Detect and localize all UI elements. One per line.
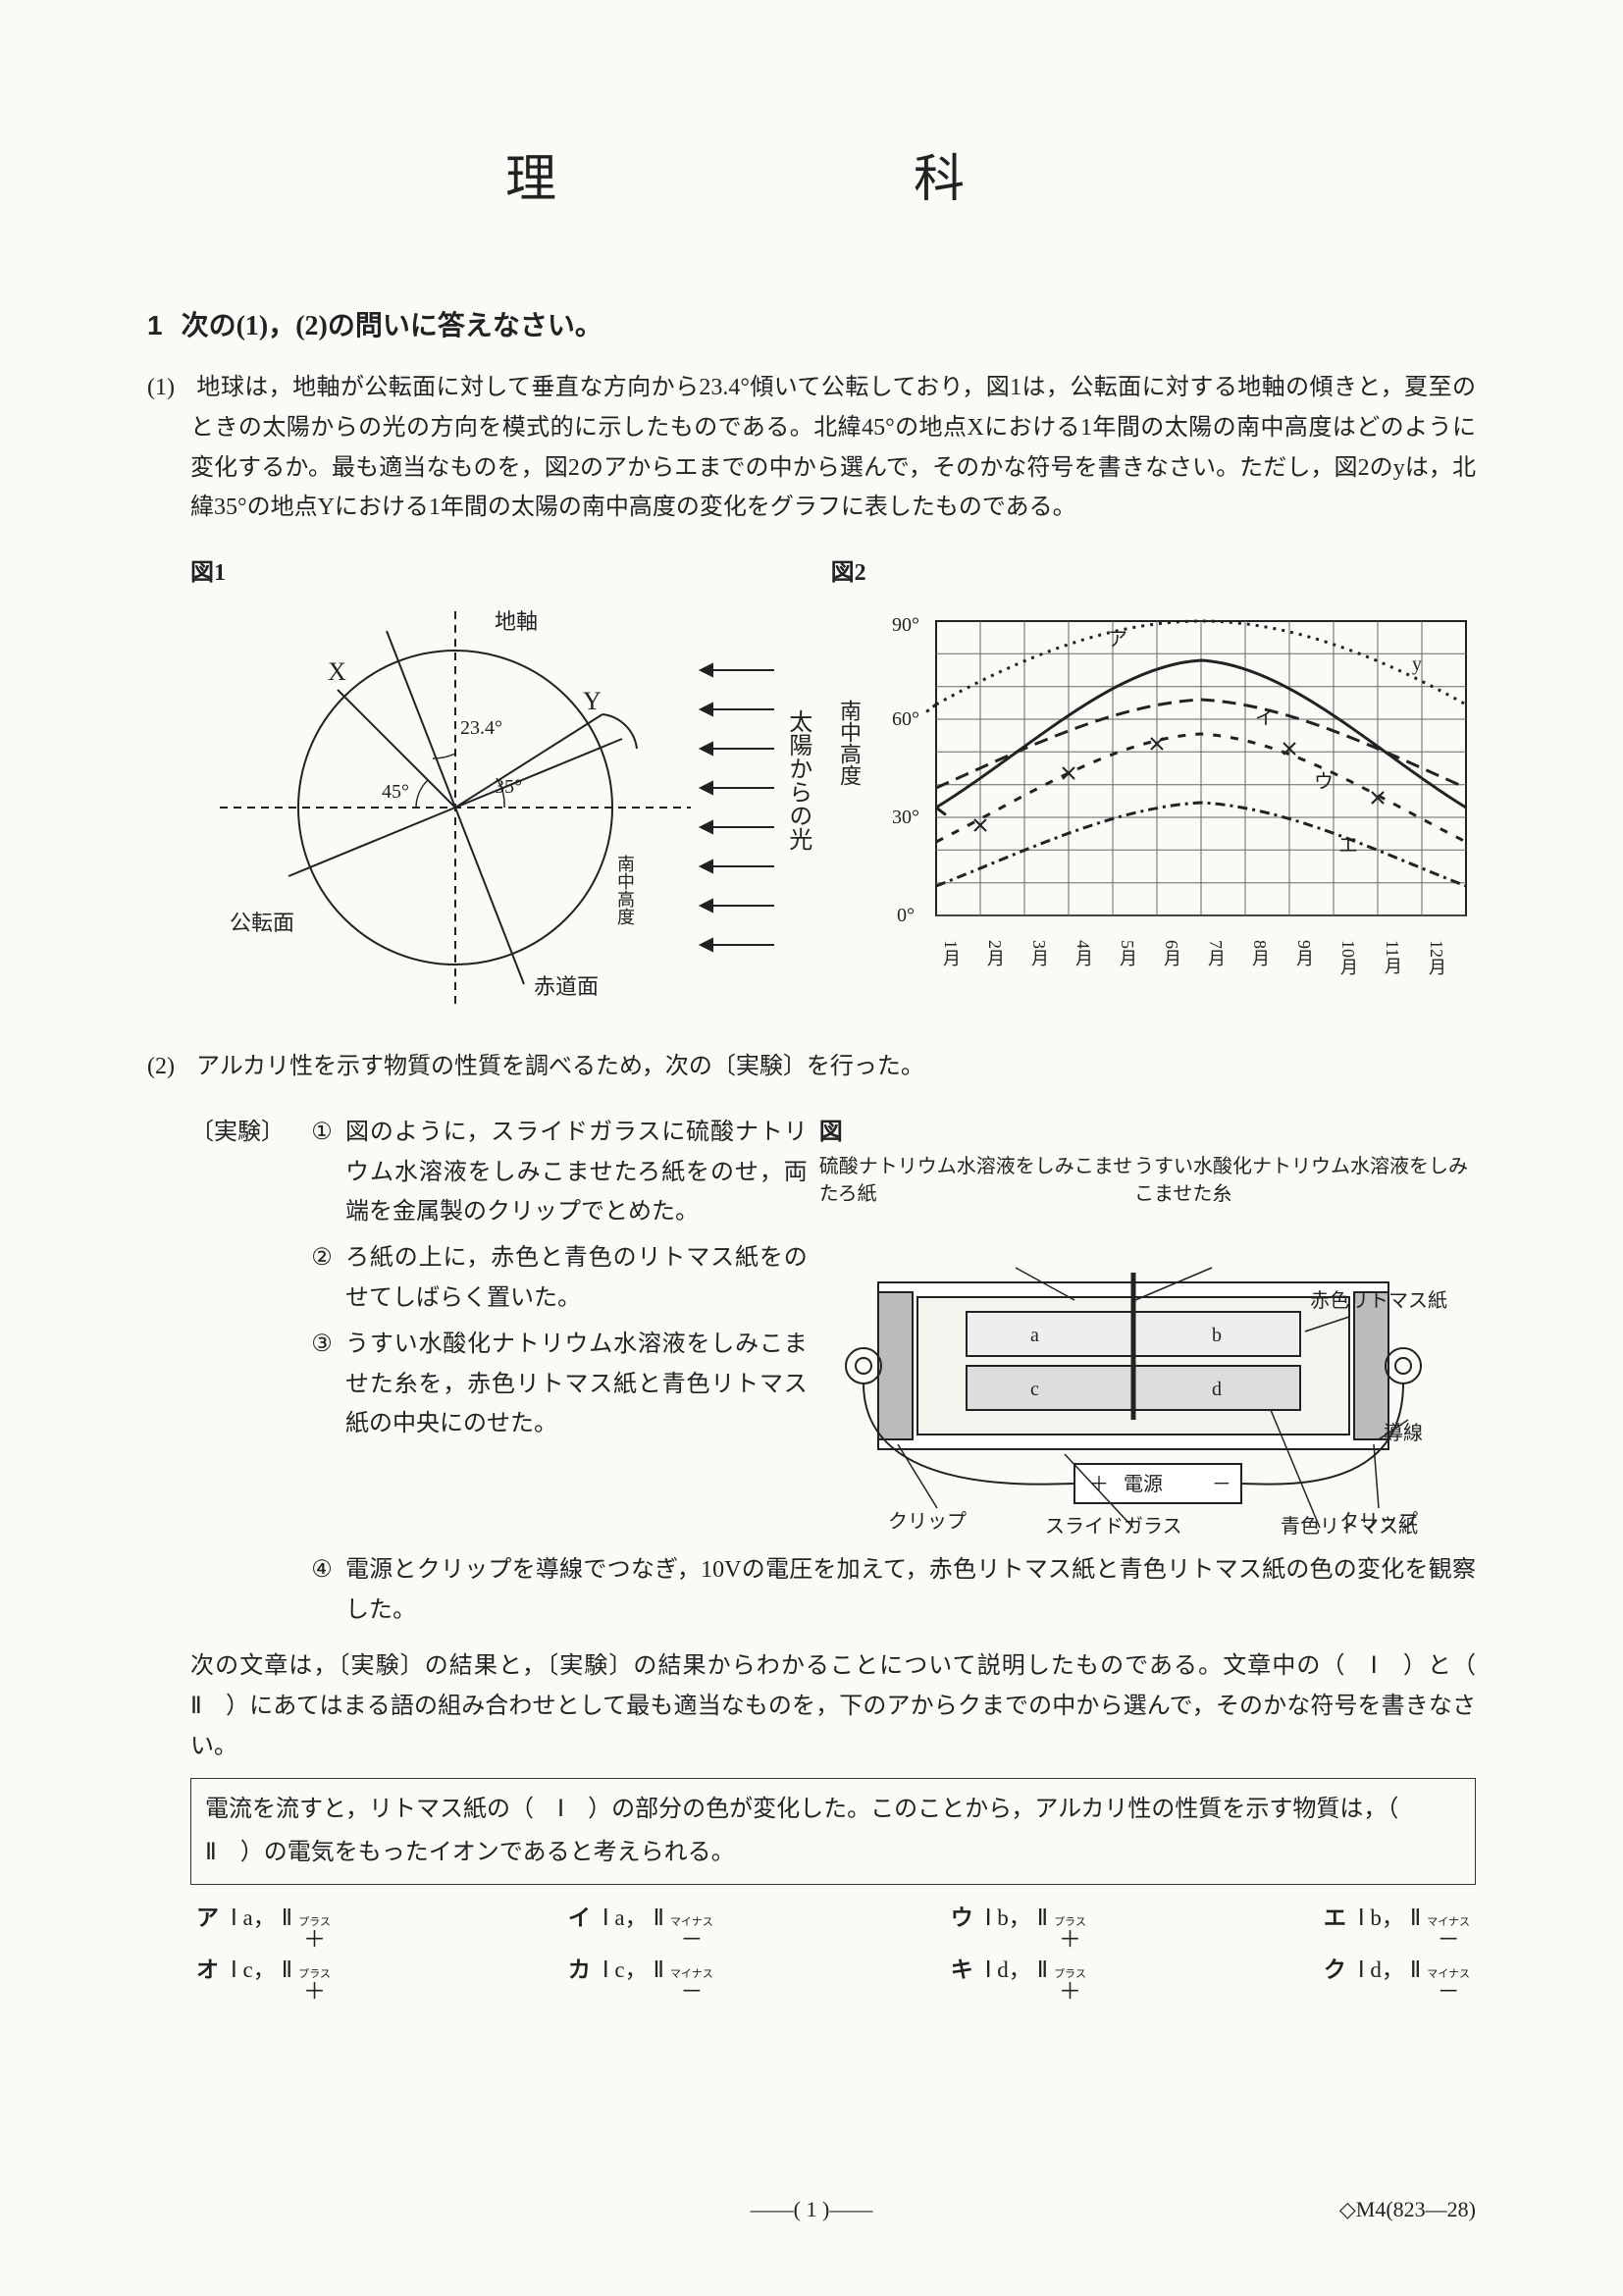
step3-num: ③ xyxy=(298,1325,345,1444)
svg-text:－: － xyxy=(1212,1474,1231,1495)
svg-text:11月: 11月 xyxy=(1383,940,1402,974)
choice-ki: キ Ⅰ d， Ⅱ プラス＋ xyxy=(951,1951,1086,2003)
svg-text:30°: 30° xyxy=(892,807,919,828)
svg-text:23.4°: 23.4° xyxy=(460,717,502,739)
choices-row-2: オ Ⅰ c， Ⅱ プラス＋ カ Ⅰ c， Ⅱ マイナス－ キ Ⅰ d， Ⅱ プラ… xyxy=(190,1951,1476,2003)
fig2-svg: 0° 30° 60° 90° ア イ ウ エ y 1月 2月 3月 4月 xyxy=(867,601,1476,1014)
fill-in-box: 電流を流すと，リトマス紙の（ Ⅰ ）の部分の色が変化した。このことから，アルカリ… xyxy=(190,1778,1476,1884)
svg-text:クリップ: クリップ xyxy=(1339,1510,1418,1533)
choices-row-1: ア Ⅰ a， Ⅱ プラス＋ イ Ⅰ a， Ⅱ マイナス－ ウ Ⅰ b， Ⅱ プラ… xyxy=(190,1899,1476,1951)
fig1-label: 図1 xyxy=(190,553,779,594)
part2-intro: アルカリ性を示す物質の性質を調べるため，次の〔実験〕を行った。 xyxy=(196,1054,924,1079)
svg-text:ア: ア xyxy=(1108,629,1127,651)
choice-i: イ Ⅰ a， Ⅱ マイナス－ xyxy=(568,1899,713,1951)
figures-row: 図1 xyxy=(190,553,1476,1014)
svg-text:y: y xyxy=(1412,653,1422,675)
conclusion-intro: 次の文章は，〔実験〕の結果と，〔実験〕の結果からわかることについて説明したもので… xyxy=(190,1646,1476,1766)
svg-text:＋: ＋ xyxy=(1089,1474,1109,1495)
svg-text:6月: 6月 xyxy=(1162,940,1181,966)
svg-text:0°: 0° xyxy=(897,905,915,926)
q1-head-text: 次の(1)，(2)の問いに答えなさい。 xyxy=(182,311,602,341)
part1-label: (1) xyxy=(147,368,190,408)
svg-text:公転面: 公転面 xyxy=(230,911,294,935)
svg-text:Y: Y xyxy=(583,687,602,715)
fig1-svg: 地軸 23.4° X 45° Y 35° 公転面 赤道面 南中高度 xyxy=(190,601,779,1014)
svg-text:45°: 45° xyxy=(382,781,409,803)
svg-text:ウ: ウ xyxy=(1314,771,1334,793)
choice-a: ア Ⅰ a， Ⅱ プラス＋ xyxy=(196,1899,331,1951)
svg-text:d: d xyxy=(1212,1379,1222,1400)
step1-num: ① xyxy=(298,1113,345,1232)
svg-text:エ: エ xyxy=(1338,835,1358,857)
svg-text:スライドガラス: スライドガラス xyxy=(1045,1515,1182,1538)
page-title: 理 科 xyxy=(147,137,1476,224)
experiment-block: 〔実験〕 ① 図のように，スライドガラスに硫酸ナトリウム水溶液をしみこませたろ紙… xyxy=(147,1113,1476,2003)
svg-text:10月: 10月 xyxy=(1338,940,1358,975)
svg-text:赤色リトマス紙: 赤色リトマス紙 xyxy=(1310,1289,1447,1312)
svg-text:赤道面: 赤道面 xyxy=(534,974,599,999)
svg-text:a: a xyxy=(1030,1325,1039,1346)
svg-text:クリップ: クリップ xyxy=(888,1510,967,1533)
q1-part1: (1) 地球は，地軸が公転面に対して垂直な方向から23.4°傾いて公転しており，… xyxy=(147,368,1476,528)
choice-o: オ Ⅰ c， Ⅱ プラス＋ xyxy=(196,1951,331,2003)
step2-num: ② xyxy=(298,1238,345,1319)
svg-text:b: b xyxy=(1212,1325,1222,1346)
step2-text: ろ紙の上に，赤色と青色のリトマス紙をのせてしばらく置いた。 xyxy=(345,1238,808,1319)
svg-text:8月: 8月 xyxy=(1250,940,1270,966)
choice-u: ウ Ⅰ b， Ⅱ プラス＋ xyxy=(951,1899,1086,1951)
svg-text:5月: 5月 xyxy=(1118,940,1137,966)
svg-text:7月: 7月 xyxy=(1206,940,1226,966)
svg-text:導線: 導線 xyxy=(1384,1422,1423,1444)
fig3-label: 図 xyxy=(819,1113,1476,1153)
exp-head: 〔実験〕 xyxy=(190,1113,298,1232)
fig3-svg: a b c d ＋ 電源 － 赤色リトマス紙 導線 青色リトマス紙 クリップ ク… xyxy=(819,1214,1447,1538)
question-1-head: 1 次の(1)，(2)の問いに答えなさい。 xyxy=(147,302,1476,350)
na2so4-label: 硫酸ナトリウム水溶液をしみこませたろ紙 xyxy=(819,1153,1134,1208)
sun-label: 太陽からの光 xyxy=(777,709,817,851)
naoh-label: うすい水酸化ナトリウム水溶液をしみこませた糸 xyxy=(1134,1153,1476,1208)
svg-text:南中高度: 南中高度 xyxy=(615,855,635,925)
svg-text:4月: 4月 xyxy=(1073,940,1093,966)
svg-text:1月: 1月 xyxy=(941,940,961,966)
choice-e: エ Ⅰ b， Ⅱ マイナス－ xyxy=(1324,1899,1470,1951)
svg-text:X: X xyxy=(328,657,346,686)
figure-1: 図1 xyxy=(190,553,779,1014)
figure-2: 図2 南中高度 xyxy=(831,553,1476,1014)
part2-label: (2) xyxy=(147,1047,190,1087)
fig2-label: 図2 xyxy=(831,553,1476,594)
svg-text:c: c xyxy=(1030,1379,1039,1400)
svg-text:60°: 60° xyxy=(892,708,919,730)
fig2-yaxis: 南中高度 xyxy=(831,700,867,1014)
svg-text:35°: 35° xyxy=(495,776,522,798)
svg-text:電源: 電源 xyxy=(1124,1473,1163,1495)
svg-text:3月: 3月 xyxy=(1029,940,1049,966)
choice-ku: ク Ⅰ d， Ⅱ マイナス－ xyxy=(1324,1951,1470,2003)
step4-num: ④ xyxy=(298,1550,345,1631)
svg-text:12月: 12月 xyxy=(1427,940,1446,975)
q1-part2: (2) アルカリ性を示す物質の性質を調べるため，次の〔実験〕を行った。 xyxy=(147,1047,1476,1087)
q1-number: 1 xyxy=(147,310,163,340)
svg-text:9月: 9月 xyxy=(1294,940,1314,966)
svg-text:2月: 2月 xyxy=(985,940,1005,966)
svg-text:イ: イ xyxy=(1255,707,1275,729)
step3-text: うすい水酸化ナトリウム水溶液をしみこませた糸を，赤色リトマス紙と青色リトマス紙の… xyxy=(345,1325,808,1444)
step1-text: 図のように，スライドガラスに硫酸ナトリウム水溶液をしみこませたろ紙をのせ，両端を… xyxy=(345,1113,808,1232)
step4-text: 電源とクリップを導線でつなぎ，10Vの電圧を加えて，赤色リトマス紙と青色リトマス… xyxy=(345,1550,1476,1631)
part1-text: 地球は，地軸が公転面に対して垂直な方向から23.4°傾いて公転しており，図1は，… xyxy=(190,375,1476,520)
svg-text:90°: 90° xyxy=(892,614,919,636)
choice-ka: カ Ⅰ c， Ⅱ マイナス－ xyxy=(568,1951,713,2003)
page-code: ◇M4(823—28) xyxy=(1339,2191,1476,2227)
svg-text:地軸: 地軸 xyxy=(495,609,538,634)
